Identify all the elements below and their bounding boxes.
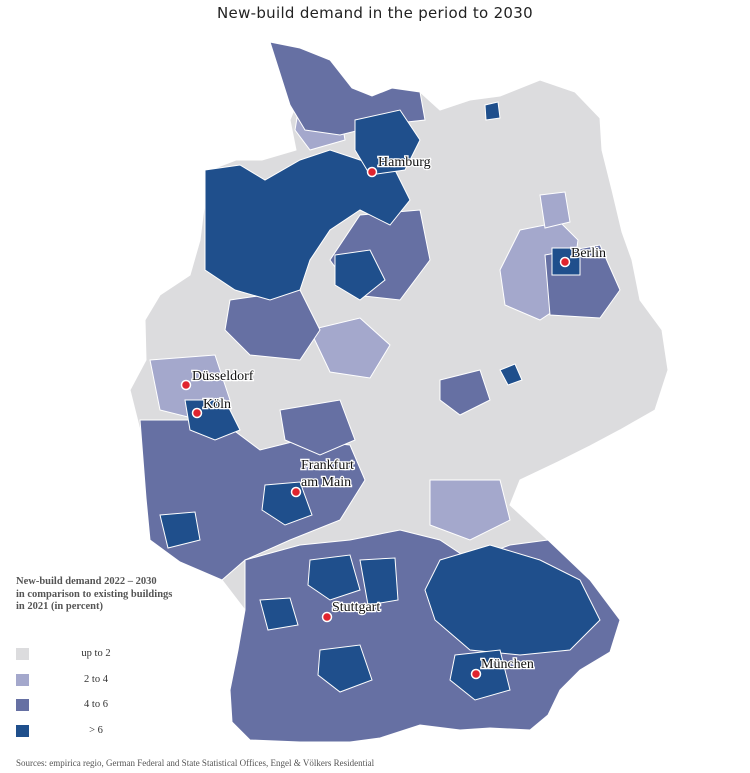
region xyxy=(439,369,491,416)
region xyxy=(424,544,601,656)
region xyxy=(159,511,201,549)
legend-item-over-6: > 6 xyxy=(16,725,136,739)
region xyxy=(429,479,511,541)
city-berlin: Berlin xyxy=(559,245,607,268)
legend-item-4-to-6: 4 to 6 xyxy=(16,699,136,713)
city-hamburg: Hamburg xyxy=(366,154,432,178)
legend-title-line: in 2021 (in percent) xyxy=(16,601,104,612)
region xyxy=(499,363,523,386)
legend-label: > 6 xyxy=(89,725,103,736)
city-marker-dot xyxy=(559,256,571,268)
region xyxy=(259,597,299,631)
region xyxy=(539,191,571,229)
legend-swatch xyxy=(16,699,29,711)
city-label-duesseldorf: Düsseldorf xyxy=(192,369,254,384)
legend-item-up-to-2: up to 2 xyxy=(16,648,136,662)
source-note: Sources: empirica regio, German Federal … xyxy=(16,758,375,768)
legend-item-2-to-4: 2 to 4 xyxy=(16,674,136,688)
region xyxy=(307,554,361,601)
city-label-frankfurt-line1: Frankfurt xyxy=(301,458,354,473)
legend-title-line: in comparison to existing buildings xyxy=(16,588,173,600)
city-marker-dot xyxy=(180,379,192,391)
legend-label: 2 to 4 xyxy=(84,674,108,685)
region xyxy=(484,101,501,121)
region xyxy=(309,317,391,379)
legend-label: 4 to 6 xyxy=(84,699,108,710)
city-label-muenchen: München xyxy=(481,657,534,672)
city-label-hamburg: Hamburg xyxy=(378,155,431,170)
region xyxy=(269,41,426,136)
legend-swatch xyxy=(16,648,29,660)
city-label-berlin: Berlin xyxy=(571,246,606,261)
city-koeln: Köln xyxy=(191,396,232,419)
region xyxy=(359,557,399,606)
city-label-koeln: Köln xyxy=(203,397,231,412)
city-marker-dot xyxy=(290,486,302,498)
city-markers: Hamburg Berlin Düsseldorf Köln Frankfurt… xyxy=(180,154,607,680)
region xyxy=(334,249,386,301)
city-stuttgart: Stuttgart xyxy=(321,599,382,623)
region xyxy=(204,149,411,301)
city-marker-dot xyxy=(366,166,378,178)
city-duesseldorf: Düsseldorf xyxy=(180,368,255,391)
map-title: New-build demand in the period to 2030 xyxy=(217,4,533,22)
city-marker-dot xyxy=(470,668,482,680)
legend-title: New-build demand 2022 – 2030 in comparis… xyxy=(16,576,216,614)
city-label-frankfurt-line2: am Main xyxy=(301,475,351,490)
city-marker-dot xyxy=(191,407,203,419)
legend-swatch xyxy=(16,674,29,686)
city-marker-dot xyxy=(321,611,333,623)
legend-swatch xyxy=(16,725,29,737)
city-label-stuttgart: Stuttgart xyxy=(332,600,380,615)
legend-label: up to 2 xyxy=(81,648,111,659)
region xyxy=(279,399,356,456)
region xyxy=(317,644,373,693)
city-muenchen: München xyxy=(470,656,535,680)
legend-title-line: New-build demand 2022 – 2030 xyxy=(16,576,157,587)
city-frankfurt: Frankfurt am Main xyxy=(290,457,355,498)
region xyxy=(354,109,421,176)
